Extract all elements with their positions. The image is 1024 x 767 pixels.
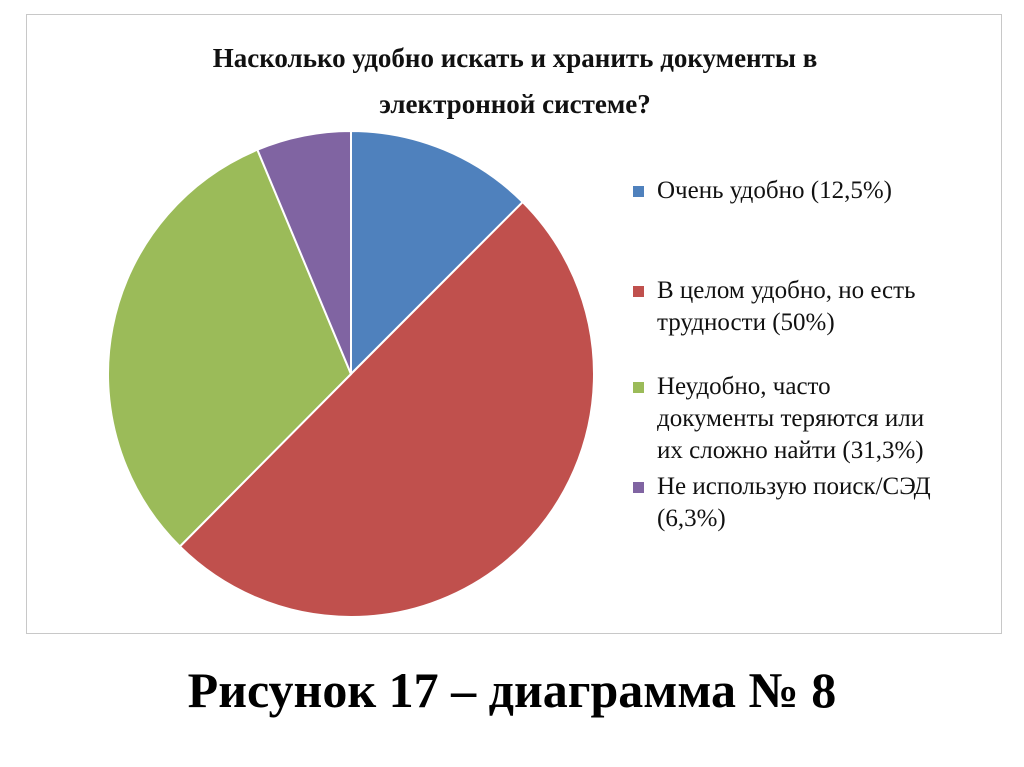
legend-swatch-inconvenient bbox=[633, 382, 644, 393]
pie-chart bbox=[107, 129, 596, 619]
legend-label-generally-convenient: В целом удобно, но есть трудности (50%) bbox=[657, 277, 916, 336]
pie-slice-inconvenient bbox=[107, 148, 353, 548]
pie-slice-generally-convenient bbox=[178, 200, 596, 619]
legend-label-inconvenient: Неудобно, часто документы теряются или и… bbox=[657, 373, 925, 464]
legend-label-not-using: Не использую поиск/СЭД (6,3%) bbox=[657, 473, 931, 532]
chart-area: Насколько удобно искать и хранить докуме… bbox=[26, 14, 1002, 634]
legend-swatch-very-convenient bbox=[633, 186, 644, 197]
pie-slice-not-using bbox=[256, 129, 352, 375]
figure-caption: Рисунок 17 – диаграмма № 8 bbox=[187, 662, 837, 718]
legend-swatch-generally-convenient bbox=[633, 286, 644, 297]
chart-title-line-1: Насколько удобно искать и хранить докуме… bbox=[212, 43, 818, 73]
chart-title: Насколько удобно искать и хранить докуме… bbox=[27, 35, 1003, 127]
chart-title-line-2: электронной системе? bbox=[379, 89, 651, 119]
legend-label-very-convenient: Очень удобно (12,5%) bbox=[657, 177, 892, 204]
legend-swatch-not-using bbox=[633, 482, 644, 493]
pie-slice-very-convenient bbox=[350, 129, 525, 377]
